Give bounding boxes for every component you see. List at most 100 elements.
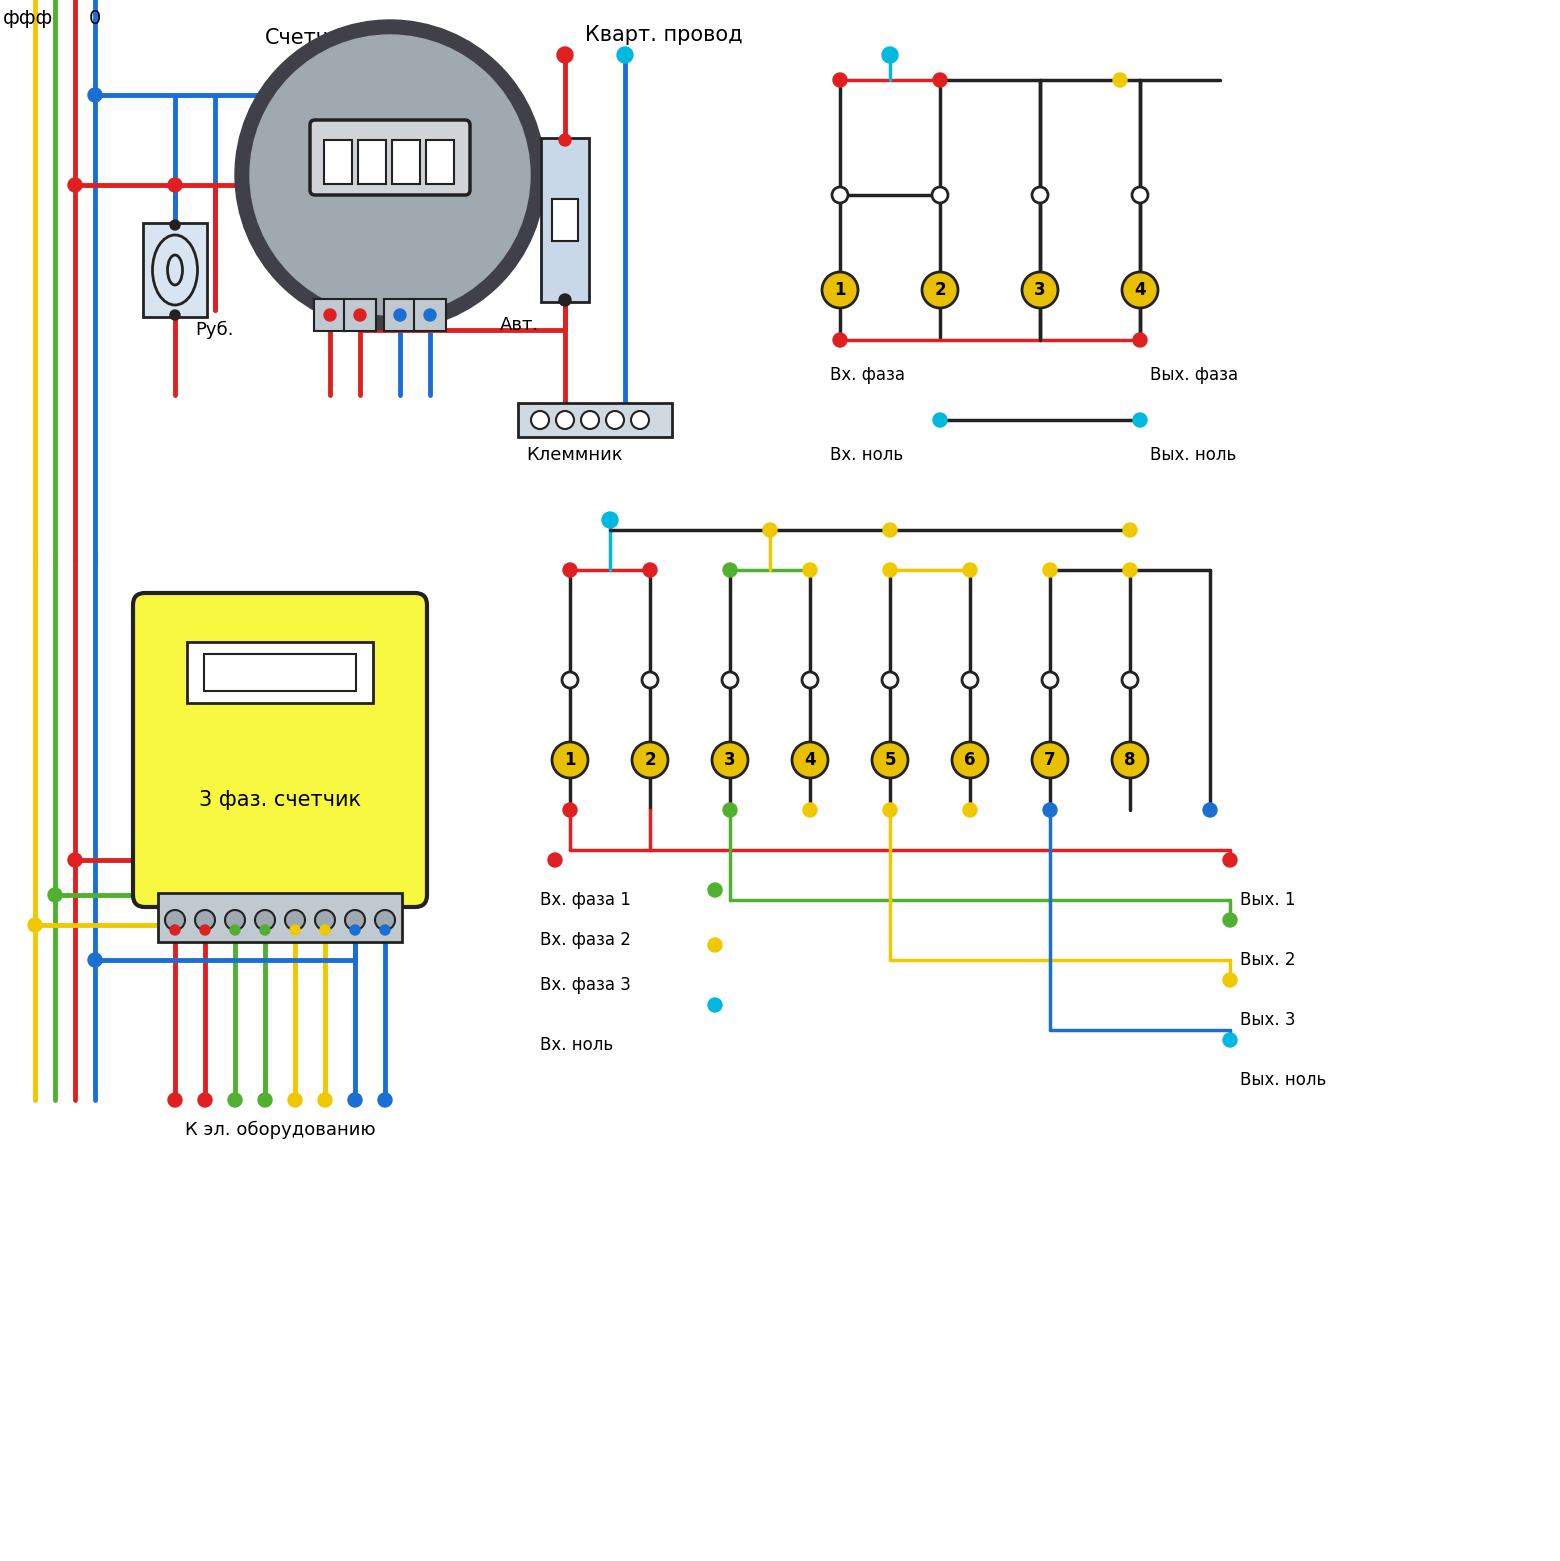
Text: ффф: ффф (3, 8, 53, 28)
Circle shape (1033, 741, 1069, 777)
Text: 4: 4 (805, 751, 816, 770)
Circle shape (354, 309, 367, 322)
Text: 1: 1 (835, 281, 846, 300)
Text: Кварт. провод: Кварт. провод (585, 25, 743, 45)
Text: Вх. фаза 1: Вх. фаза 1 (540, 891, 630, 909)
FancyBboxPatch shape (357, 140, 385, 184)
Circle shape (881, 671, 899, 688)
FancyBboxPatch shape (204, 654, 356, 692)
Circle shape (285, 910, 306, 930)
Text: Вых. фаза: Вых. фаза (1150, 365, 1239, 384)
Circle shape (254, 910, 275, 930)
Text: Счетчик: Счетчик (265, 28, 356, 48)
Text: Авт.: Авт. (501, 315, 540, 334)
FancyBboxPatch shape (158, 893, 402, 941)
Circle shape (558, 293, 571, 306)
FancyBboxPatch shape (324, 140, 353, 184)
Circle shape (1123, 523, 1137, 537)
Circle shape (963, 802, 977, 816)
Circle shape (708, 884, 722, 898)
Circle shape (250, 34, 530, 315)
Circle shape (378, 1093, 392, 1107)
Text: Клеммник: Клеммник (527, 446, 624, 464)
Circle shape (1042, 671, 1058, 688)
Circle shape (1022, 272, 1058, 308)
Circle shape (602, 512, 618, 528)
Circle shape (555, 411, 574, 429)
FancyBboxPatch shape (541, 137, 590, 301)
Circle shape (1112, 73, 1126, 87)
FancyBboxPatch shape (392, 140, 420, 184)
Text: Вх. ноль: Вх. ноль (540, 1037, 613, 1054)
Circle shape (803, 802, 817, 816)
Circle shape (28, 918, 42, 932)
Circle shape (165, 910, 186, 930)
Circle shape (87, 87, 101, 101)
Circle shape (318, 1093, 332, 1107)
Text: 7: 7 (1044, 751, 1056, 770)
Circle shape (711, 741, 747, 777)
Text: 6: 6 (964, 751, 975, 770)
Circle shape (395, 309, 406, 322)
FancyBboxPatch shape (518, 403, 672, 437)
FancyBboxPatch shape (345, 300, 376, 331)
Circle shape (618, 47, 633, 62)
FancyBboxPatch shape (384, 300, 417, 331)
Circle shape (931, 187, 948, 203)
Circle shape (229, 926, 240, 935)
Circle shape (883, 523, 897, 537)
Circle shape (381, 926, 390, 935)
Circle shape (228, 1093, 242, 1107)
Circle shape (1044, 564, 1058, 578)
Circle shape (643, 564, 657, 578)
Circle shape (168, 178, 183, 192)
Circle shape (722, 564, 736, 578)
Circle shape (1112, 741, 1148, 777)
Circle shape (170, 220, 179, 229)
FancyBboxPatch shape (552, 198, 579, 240)
Circle shape (883, 564, 897, 578)
Circle shape (1122, 671, 1137, 688)
Circle shape (722, 671, 738, 688)
Circle shape (643, 671, 658, 688)
Circle shape (922, 272, 958, 308)
Circle shape (562, 671, 579, 688)
Circle shape (952, 741, 987, 777)
Text: Руб.: Руб. (195, 322, 234, 339)
Text: 8: 8 (1125, 751, 1136, 770)
FancyBboxPatch shape (314, 300, 346, 331)
Circle shape (833, 73, 847, 87)
Text: Вых. ноль: Вых. ноль (1150, 446, 1236, 464)
Circle shape (1133, 414, 1147, 428)
Circle shape (320, 926, 331, 935)
Text: Вх. ноль: Вх. ноль (830, 446, 903, 464)
Circle shape (883, 802, 897, 816)
Circle shape (1033, 187, 1048, 203)
Text: 3: 3 (1034, 281, 1045, 300)
Circle shape (198, 1093, 212, 1107)
Circle shape (933, 73, 947, 87)
Circle shape (348, 1093, 362, 1107)
Circle shape (833, 332, 847, 347)
Text: 2: 2 (934, 281, 945, 300)
Text: 1: 1 (565, 751, 576, 770)
Circle shape (170, 926, 179, 935)
Circle shape (552, 741, 588, 777)
Circle shape (349, 926, 360, 935)
FancyBboxPatch shape (310, 120, 470, 195)
Text: Вх. фаза 2: Вх. фаза 2 (540, 930, 630, 949)
Circle shape (195, 910, 215, 930)
Circle shape (69, 178, 83, 192)
Circle shape (289, 1093, 303, 1107)
Text: 4: 4 (1134, 281, 1145, 300)
Text: Вых. 3: Вых. 3 (1240, 1012, 1295, 1029)
Circle shape (1044, 802, 1058, 816)
Circle shape (708, 997, 722, 1012)
Circle shape (69, 852, 83, 866)
Circle shape (605, 411, 624, 429)
FancyBboxPatch shape (413, 300, 446, 331)
Circle shape (530, 411, 549, 429)
Circle shape (933, 414, 947, 428)
Circle shape (963, 564, 977, 578)
Circle shape (1223, 1033, 1237, 1047)
